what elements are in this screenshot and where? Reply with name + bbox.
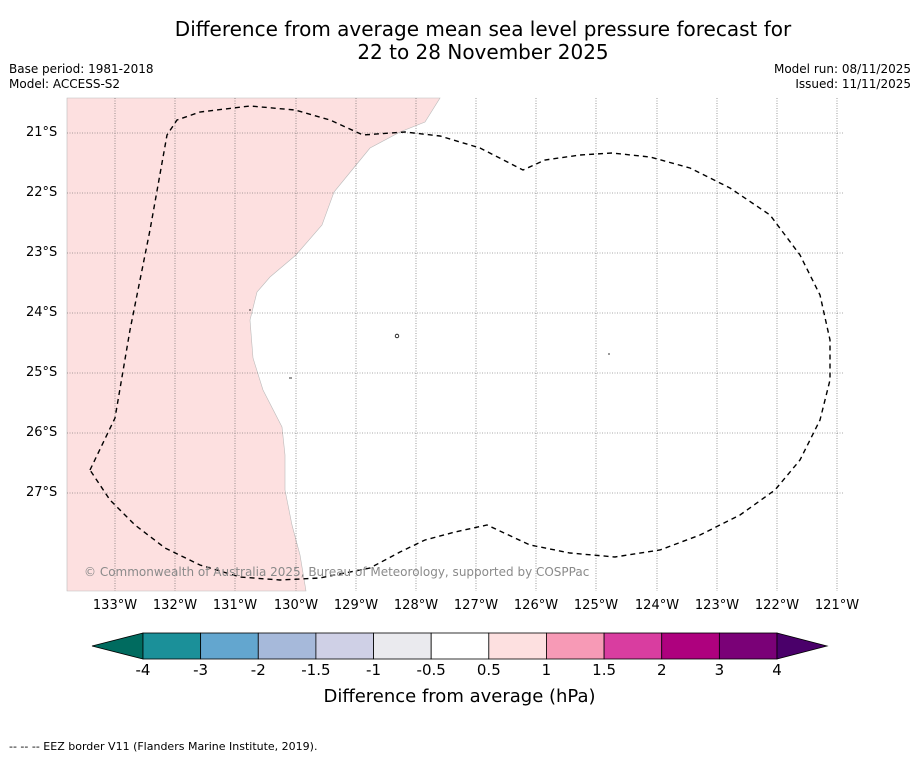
longitude-label: 133°W	[92, 598, 138, 613]
latitude-label: 23°S	[26, 245, 58, 260]
colorbar	[91, 632, 829, 660]
colorbar-tick-label: 2	[656, 661, 667, 679]
longitude-label: 132°W	[152, 598, 198, 613]
colorbar-tick-label: -1	[366, 661, 382, 679]
longitude-label: 121°W	[814, 598, 860, 613]
base-period: Base period: 1981-2018	[9, 62, 154, 76]
longitude-label: 129°W	[333, 598, 379, 613]
pressure-anomaly-region	[66, 97, 441, 592]
latitude-label: 26°S	[26, 425, 58, 440]
colorbar-tick-label: -0.5	[416, 661, 446, 679]
colorbar-segment	[661, 632, 720, 660]
colorbar-segment	[546, 632, 605, 660]
colorbar-tick-label: 1	[541, 661, 552, 679]
colorbar-segment	[488, 632, 547, 660]
colorbar-segment	[373, 632, 432, 660]
footer-note: -- -- -- EEZ border V11 (Flanders Marine…	[9, 740, 318, 753]
longitude-label: 127°W	[453, 598, 499, 613]
small-islands	[249, 309, 610, 379]
latitude-label: 24°S	[26, 305, 58, 320]
latitude-label: 22°S	[26, 185, 58, 200]
colorbar-segment	[200, 632, 259, 660]
latitude-label: 21°S	[26, 125, 58, 140]
colorbar-tick-label: -2	[250, 661, 266, 679]
colorbar-segment	[430, 632, 490, 660]
longitude-gridlines	[114, 98, 838, 591]
colorbar-segment	[603, 632, 663, 660]
colorbar-segment	[718, 632, 778, 660]
colorbar-tick-label: 0.5	[476, 661, 501, 679]
colorbar-label: Difference from average (hPa)	[323, 686, 596, 707]
latitude-label: 27°S	[26, 485, 58, 500]
longitude-label: 126°W	[513, 598, 559, 613]
model-name: Model: ACCESS-S2	[9, 77, 121, 91]
issued-date: Issued: 11/11/2025	[795, 77, 911, 91]
map-title: Difference from average mean sea level p…	[0, 18, 919, 64]
longitude-label: 128°W	[393, 598, 439, 613]
latitude-label: 25°S	[26, 365, 58, 380]
colorbar-segment	[315, 632, 374, 660]
title-line-2: 22 to 28 November 2025	[357, 40, 609, 64]
title-line-1: Difference from average mean sea level p…	[174, 17, 792, 41]
colorbar-tick-label: 3	[714, 661, 725, 679]
colorbar-tick-label: -1.5	[301, 661, 331, 679]
colorbar-extend-low	[91, 632, 144, 660]
colorbar-tick-label: -3	[193, 661, 209, 679]
colorbar-tick-label: -4	[135, 661, 151, 679]
longitude-label: 130°W	[273, 598, 319, 613]
longitude-label: 124°W	[634, 598, 680, 613]
latitude-gridlines	[67, 132, 843, 494]
longitude-label: 122°W	[754, 598, 800, 613]
meta-left: Base period: 1981-2018 Model: ACCESS-S2	[9, 62, 154, 92]
longitude-label: 131°W	[212, 598, 258, 613]
longitude-label: 125°W	[573, 598, 619, 613]
longitude-label: 123°W	[694, 598, 740, 613]
model-run: Model run: 08/11/2025	[773, 62, 911, 76]
meta-right: Model run: 08/11/2025 Issued: 11/11/2025	[774, 62, 911, 92]
colorbar-segment	[257, 632, 317, 660]
colorbar-tick-label: 1.5	[592, 661, 617, 679]
copyright-notice: © Commonwealth of Australia 2025, Bureau…	[84, 565, 590, 579]
colorbar-tick-label: 4	[772, 661, 782, 679]
colorbar-extend-high	[776, 632, 829, 660]
colorbar-segment	[142, 632, 202, 660]
